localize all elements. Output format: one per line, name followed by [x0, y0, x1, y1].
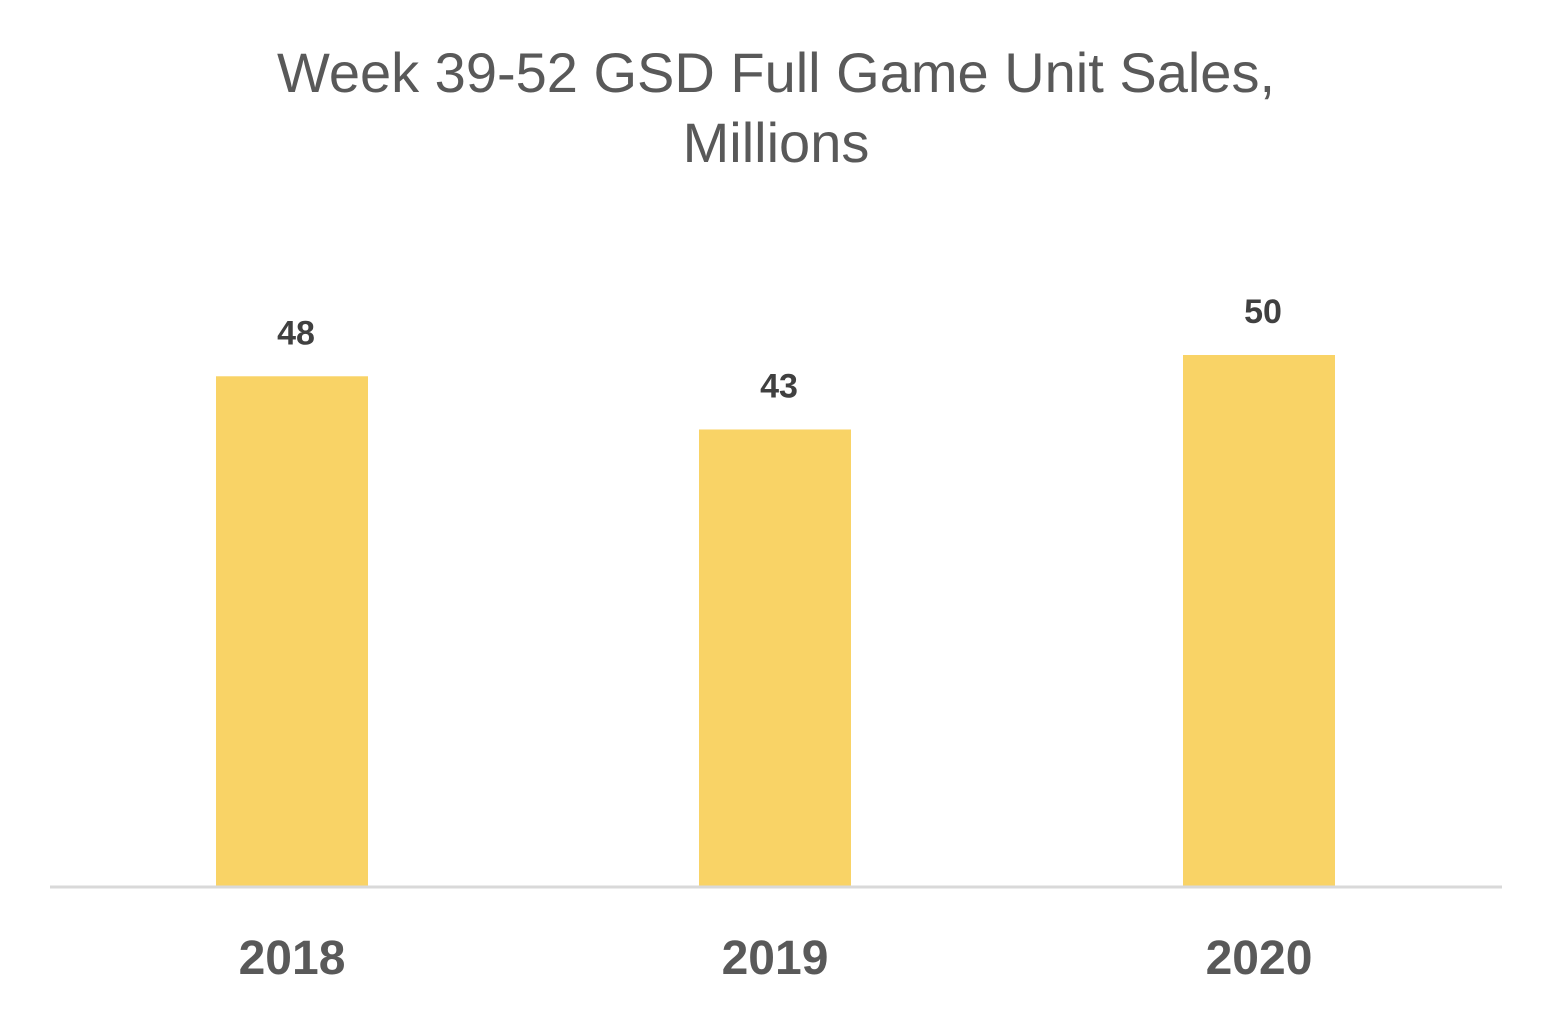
bar-2018 [216, 376, 368, 887]
bar-2019 [699, 429, 851, 887]
x-tick-label-2020: 2020 [1206, 932, 1313, 985]
bars-group [216, 355, 1335, 887]
x-tick-label-2018: 2018 [239, 932, 346, 985]
data-label-2019: 43 [760, 367, 798, 405]
chart-title-line-1: Week 39-52 GSD Full Game Unit Sales, [276, 41, 1276, 104]
data-labels-group: 48 43 50 [277, 293, 1282, 405]
data-label-2018: 48 [277, 314, 315, 352]
x-tick-labels-group: 2018 2019 2020 [239, 932, 1313, 985]
data-label-2020: 50 [1244, 293, 1282, 331]
chart-title: Week 39-52 GSD Full Game Unit Sales, Mil… [0, 38, 1552, 178]
bar-2020 [1183, 355, 1335, 887]
x-tick-label-2019: 2019 [722, 932, 829, 985]
chart-title-line-2: Millions [682, 111, 870, 174]
